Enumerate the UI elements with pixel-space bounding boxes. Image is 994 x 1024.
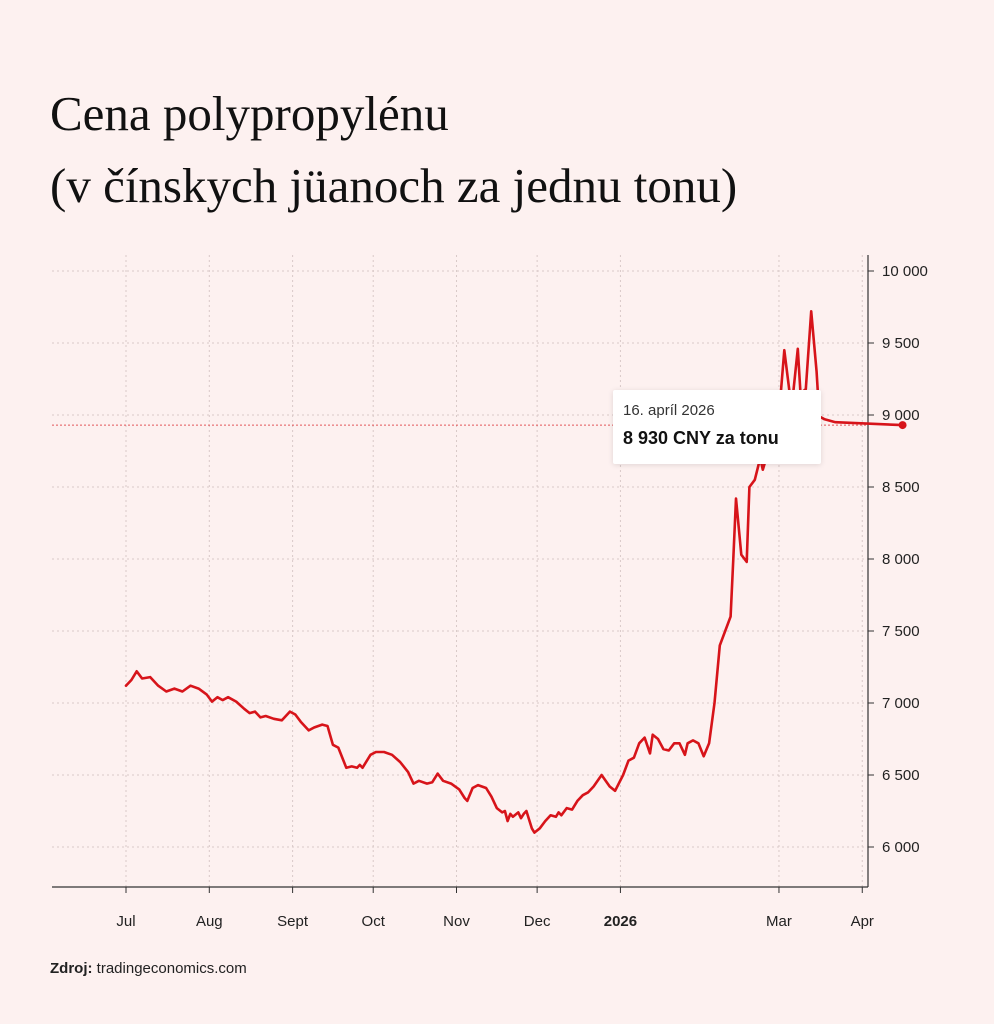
source-text: tradingeconomics.com	[96, 960, 247, 977]
y-gridlines	[52, 270, 868, 848]
x-tick-label: Apr	[851, 913, 874, 930]
y-tick-labels: 6 000 6 500 7 000 7 500 8 000 8 500 9 000 9 500…	[882, 263, 928, 856]
x-tick-label: Aug	[196, 913, 223, 930]
x-gridlines	[125, 255, 863, 887]
x-tick-label: Nov	[443, 913, 470, 930]
chart-title-line-2: (v čínskych jüanoch za jednu tonu)	[50, 158, 738, 213]
x-tick-label: Mar	[766, 913, 792, 930]
y-tick-label: 8 000	[882, 551, 920, 568]
x-tick-label: Dec	[524, 913, 551, 930]
y-tick-label: 7 500	[882, 623, 920, 640]
x-tick-labels: Jul Aug Sept Oct Nov Dec 2026 Mar Apr	[116, 913, 874, 930]
x-tick-label: Oct	[362, 913, 386, 930]
chart-title: Cena polypropylénu (v čínskych jüanoch z…	[50, 78, 737, 222]
tooltip-value: 8 930 CNY za tonu	[623, 428, 779, 448]
axes	[52, 255, 874, 893]
x-tick-label: 2026	[604, 913, 637, 930]
x-tick-label: Sept	[277, 913, 309, 930]
source-label: Zdroj:	[50, 960, 93, 977]
series-line-0	[124, 310, 904, 834]
y-tick-label: 8 500	[882, 479, 920, 496]
y-tick-label: 9 500	[882, 335, 920, 352]
chart-title-line-1: Cena polypropylénu	[50, 86, 449, 141]
y-tick-label: 6 500	[882, 767, 920, 784]
y-tick-label: 6 000	[882, 839, 920, 856]
series-layer	[124, 310, 904, 834]
y-tick-label: 10 000	[882, 263, 928, 280]
source-note: Zdroj: tradingeconomics.com	[50, 960, 247, 977]
tooltip-date: 16. apríl 2026	[623, 402, 715, 419]
data-tooltip: 16. apríl 2026 8 930 CNY za tonu	[613, 390, 821, 464]
x-tick-label: Jul	[116, 913, 135, 930]
highlight-point	[898, 421, 907, 430]
y-tick-label: 9 000	[882, 407, 920, 424]
y-tick-label: 7 000	[882, 695, 920, 712]
